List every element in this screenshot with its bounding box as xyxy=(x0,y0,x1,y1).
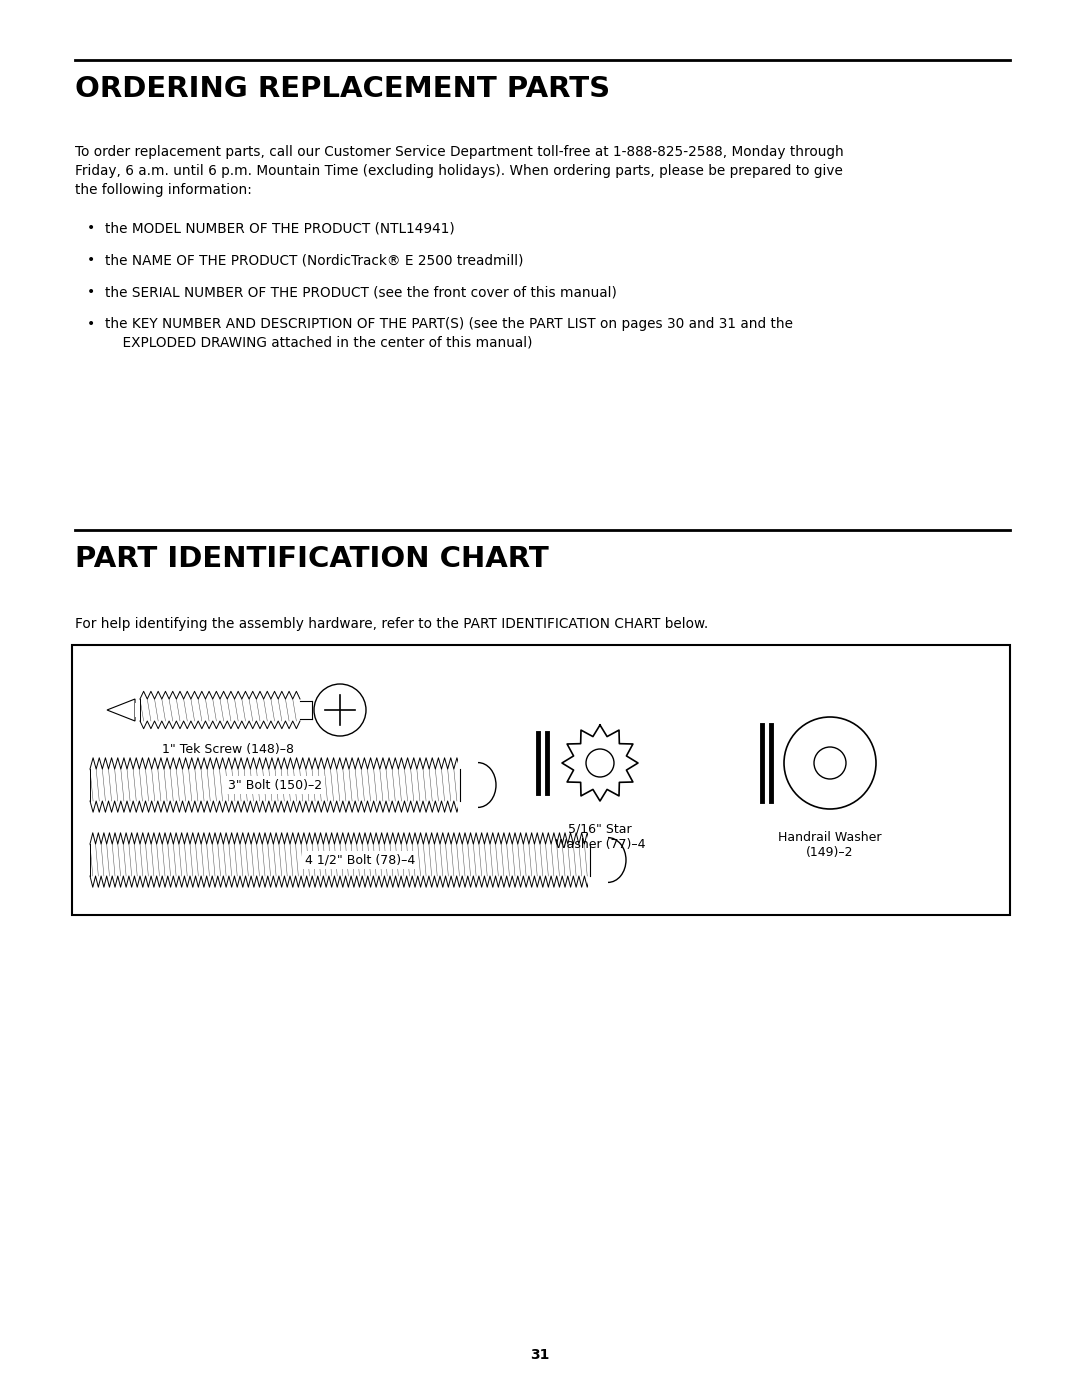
Text: To order replacement parts, call our Customer Service Department toll-free at 1-: To order replacement parts, call our Cus… xyxy=(75,145,843,159)
Text: the KEY NUMBER AND DESCRIPTION OF THE PART(S) (see the PART LIST on pages 30 and: the KEY NUMBER AND DESCRIPTION OF THE PA… xyxy=(105,317,793,331)
Text: For help identifying the assembly hardware, refer to the PART IDENTIFICATION CHA: For help identifying the assembly hardwa… xyxy=(75,617,708,631)
Bar xyxy=(135,704,153,717)
Circle shape xyxy=(586,749,615,777)
Text: ORDERING REPLACEMENT PARTS: ORDERING REPLACEMENT PARTS xyxy=(75,75,610,103)
Circle shape xyxy=(784,717,876,809)
Text: the following information:: the following information: xyxy=(75,183,252,197)
Text: 4 1/2" Bolt (78)–4: 4 1/2" Bolt (78)–4 xyxy=(305,854,415,866)
Bar xyxy=(72,645,1010,915)
Polygon shape xyxy=(107,698,135,721)
Text: •: • xyxy=(87,221,95,235)
Text: •: • xyxy=(87,285,95,299)
Bar xyxy=(588,828,608,893)
Text: 1" Tek Screw (148)–8: 1" Tek Screw (148)–8 xyxy=(162,743,294,756)
Text: the MODEL NUMBER OF THE PRODUCT (NTL14941): the MODEL NUMBER OF THE PRODUCT (NTL1494… xyxy=(105,221,455,235)
Text: •: • xyxy=(87,317,95,331)
Ellipse shape xyxy=(460,763,496,807)
Text: the SERIAL NUMBER OF THE PRODUCT (see the front cover of this manual): the SERIAL NUMBER OF THE PRODUCT (see th… xyxy=(105,285,617,299)
Text: 5/16" Star
Washer (77)–4: 5/16" Star Washer (77)–4 xyxy=(555,823,645,851)
Text: PART IDENTIFICATION CHART: PART IDENTIFICATION CHART xyxy=(75,545,549,573)
Text: 3" Bolt (150)–2: 3" Bolt (150)–2 xyxy=(228,778,322,792)
Text: Friday, 6 a.m. until 6 p.m. Mountain Time (excluding holidays). When ordering pa: Friday, 6 a.m. until 6 p.m. Mountain Tim… xyxy=(75,163,842,177)
Bar xyxy=(458,753,478,817)
Circle shape xyxy=(314,685,366,736)
Text: 31: 31 xyxy=(530,1348,550,1362)
Ellipse shape xyxy=(590,838,626,883)
Text: the NAME OF THE PRODUCT (NordicTrack® E 2500 treadmill): the NAME OF THE PRODUCT (NordicTrack® E … xyxy=(105,253,524,267)
Text: Handrail Washer
(149)–2: Handrail Washer (149)–2 xyxy=(779,831,881,859)
Text: •: • xyxy=(87,253,95,267)
Text: EXPLODED DRAWING attached in the center of this manual): EXPLODED DRAWING attached in the center … xyxy=(105,337,532,351)
Circle shape xyxy=(814,747,846,780)
